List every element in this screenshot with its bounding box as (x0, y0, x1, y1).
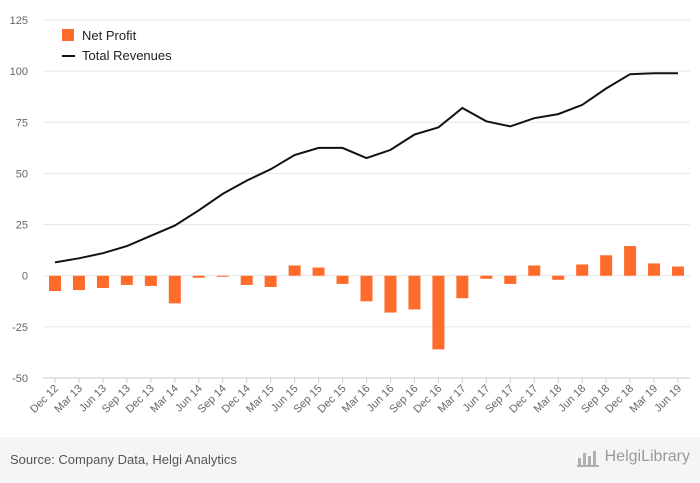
net-profit-bar (432, 275, 445, 350)
y-tick-label: 50 (16, 168, 28, 180)
net-profit-bar (312, 267, 325, 276)
net-profit-bar (456, 275, 469, 299)
net-profit-bar (288, 265, 301, 276)
library-logo-icon (576, 451, 599, 467)
net-profit-bar (216, 275, 229, 277)
net-profit-bar (624, 246, 637, 276)
y-tick-label: 75 (16, 117, 28, 129)
brand-name: HelgiLibrary (604, 448, 690, 465)
net-profit-bar (528, 265, 541, 276)
net-profit-bar (360, 275, 373, 302)
net-profit-bars (48, 246, 685, 350)
net-profit-bar (240, 275, 253, 285)
net-profit-bar (48, 275, 61, 292)
net-profit-bar (648, 263, 661, 276)
total-revenues-line (54, 72, 678, 264)
net-profit-bar (192, 275, 205, 278)
y-tick-label: -25 (12, 322, 28, 334)
y-tick-label: 125 (10, 15, 28, 27)
source-note: Source: Company Data, Helgi Analytics (10, 452, 237, 467)
net-profit-bar (600, 255, 613, 276)
net-profit-bar (168, 275, 181, 304)
legend-net-profit: Net Profit (82, 28, 137, 43)
net-profit-bar (336, 275, 349, 284)
legend-total-revenues: Total Revenues (82, 48, 172, 63)
net-profit-bar (144, 275, 157, 286)
net-profit-bar (408, 275, 421, 310)
y-tick-label: -50 (12, 373, 28, 385)
y-tick-label: 0 (22, 271, 28, 283)
net-profit-bar (576, 264, 589, 276)
y-tick-label: 100 (10, 66, 28, 78)
y-axis-ticks: 125 100 75 50 25 0 -25 -50 (10, 15, 28, 385)
net-profit-bar (264, 275, 277, 287)
brand-logo: HelgiLibrary (576, 447, 690, 467)
net-profit-bar (96, 275, 109, 288)
net-profit-bar (120, 275, 133, 285)
footer: Source: Company Data, Helgi Analytics He… (0, 437, 700, 483)
net-profit-bar (72, 275, 85, 291)
y-tick-label: 25 (16, 220, 28, 232)
net-profit-bar (504, 275, 517, 284)
net-profit-bar (384, 275, 397, 313)
x-tick-label: Jun 19 (652, 383, 684, 415)
net-profit-bar (552, 275, 565, 280)
net-profit-bar (672, 266, 685, 276)
legend: Net Profit Total Revenues (62, 28, 172, 63)
net-profit-bar (480, 275, 493, 279)
grid-lines (43, 19, 690, 379)
legend-swatch-net-profit (62, 29, 74, 41)
